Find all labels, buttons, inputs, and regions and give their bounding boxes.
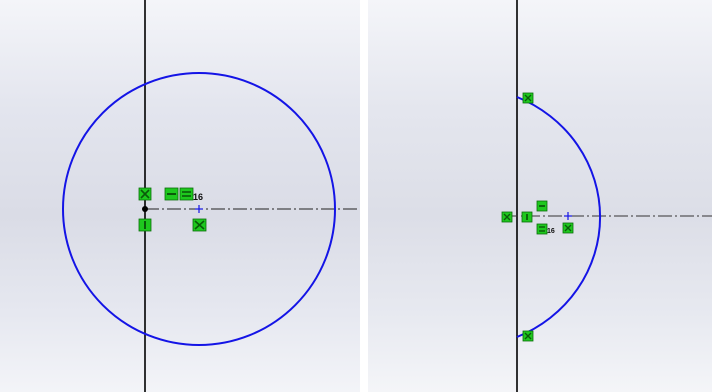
sketch-arc[interactable] — [516, 96, 601, 338]
coincident-icon[interactable] — [562, 222, 574, 234]
horizontal-icon[interactable] — [536, 200, 548, 212]
coincident-icon[interactable] — [192, 218, 207, 232]
coincident-icon[interactable] — [522, 92, 534, 104]
vertical-icon[interactable] — [138, 218, 152, 232]
right-sketch-canvas[interactable]: 16 — [368, 0, 712, 392]
endpoint-marker[interactable] — [142, 206, 148, 212]
coincident-icon[interactable] — [522, 330, 534, 342]
vertical-icon[interactable] — [521, 211, 533, 223]
center-point-marker[interactable] — [564, 212, 572, 220]
equal-icon[interactable] — [179, 187, 194, 201]
coincident-icon[interactable] — [501, 211, 513, 223]
relation-index-label: 16 — [193, 192, 203, 202]
right-sketch-viewport[interactable]: 16 — [368, 0, 712, 392]
coincident-icon[interactable] — [138, 187, 152, 201]
panel-divider — [360, 0, 368, 392]
equal-icon[interactable] — [536, 223, 548, 235]
center-point-marker[interactable] — [195, 205, 203, 213]
left-sketch-viewport[interactable]: 16 — [0, 0, 360, 392]
left-sketch-canvas[interactable]: 16 — [0, 0, 360, 392]
horizontal-icon[interactable] — [164, 187, 179, 201]
relation-index-label: 16 — [547, 228, 555, 235]
sketch-circle[interactable] — [62, 72, 336, 346]
